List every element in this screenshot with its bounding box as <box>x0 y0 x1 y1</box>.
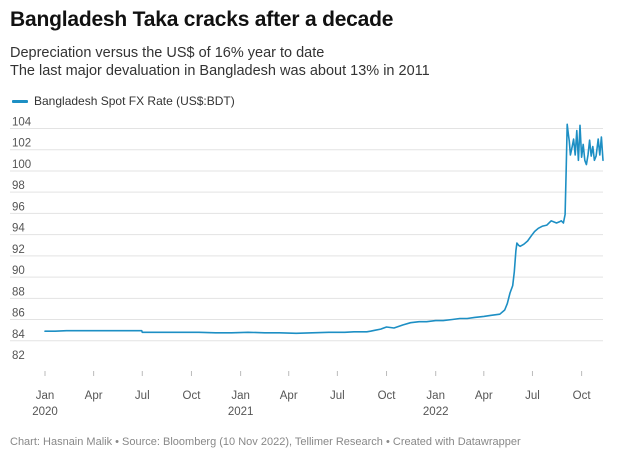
y-tick-label-88: 88 <box>12 286 25 298</box>
y-tick-label-92: 92 <box>12 244 25 256</box>
y-tick-label-86: 86 <box>12 308 25 320</box>
legend: Bangladesh Spot FX Rate (US$:BDT) <box>12 94 235 108</box>
chart-footer: Chart: Hasnain Malik • Source: Bloomberg… <box>10 436 521 448</box>
y-tick-label-98: 98 <box>12 180 25 192</box>
y-tick-label-84: 84 <box>12 329 25 341</box>
y-tick-label-96: 96 <box>12 201 25 213</box>
subtitle-line-1: Depreciation versus the US$ of 16% year … <box>10 45 325 61</box>
x-tick-year-8: 2022 <box>423 406 449 418</box>
x-tick-year-4: 2021 <box>228 406 254 418</box>
x-tick-label-5: Apr <box>280 390 298 402</box>
legend-swatch <box>12 99 28 103</box>
y-tick-label-90: 90 <box>12 265 25 277</box>
y-tick-label-102: 102 <box>12 138 31 150</box>
y-tick-label-100: 100 <box>12 159 31 171</box>
x-tick-label-7: Oct <box>378 390 397 402</box>
series-line-0 <box>44 123 604 335</box>
x-tick-label-6: Jul <box>330 390 345 402</box>
x-tick-label-3: Oct <box>183 390 202 402</box>
chart-subtitle: Depreciation versus the US$ of 16% year … <box>10 44 430 80</box>
x-tick-label-2: Jul <box>135 390 150 402</box>
x-tick-year-0: 2020 <box>32 406 58 418</box>
x-tick-label-0: Jan <box>36 390 55 402</box>
x-tick-label-9: Apr <box>475 390 493 402</box>
y-axis: 82 84 86 88 90 92 94 96 98 100 102 104 <box>12 117 32 363</box>
gridlines <box>10 128 603 342</box>
y-tick-label-82: 82 <box>12 350 25 362</box>
x-axis: Jan 2020 Apr Jul Oct Jan 2021 Apr Jul Oct Jan 2022 A… <box>32 371 591 418</box>
x-tick-label-8: Jan <box>426 390 445 402</box>
y-tick-label-104: 104 <box>12 117 32 129</box>
y-tick-label-94: 94 <box>12 223 25 235</box>
series-layer <box>44 123 604 335</box>
subtitle-line-2: The last major devaluation in Bangladesh… <box>10 63 430 79</box>
x-tick-label-10: Jul <box>525 390 540 402</box>
x-tick-label-1: Apr <box>85 390 103 402</box>
legend-label: Bangladesh Spot FX Rate (US$:BDT) <box>34 94 235 108</box>
x-tick-label-11: Oct <box>573 390 592 402</box>
chart-title: Bangladesh Taka cracks after a decade <box>10 8 394 31</box>
x-tick-label-4: Jan <box>231 390 250 402</box>
